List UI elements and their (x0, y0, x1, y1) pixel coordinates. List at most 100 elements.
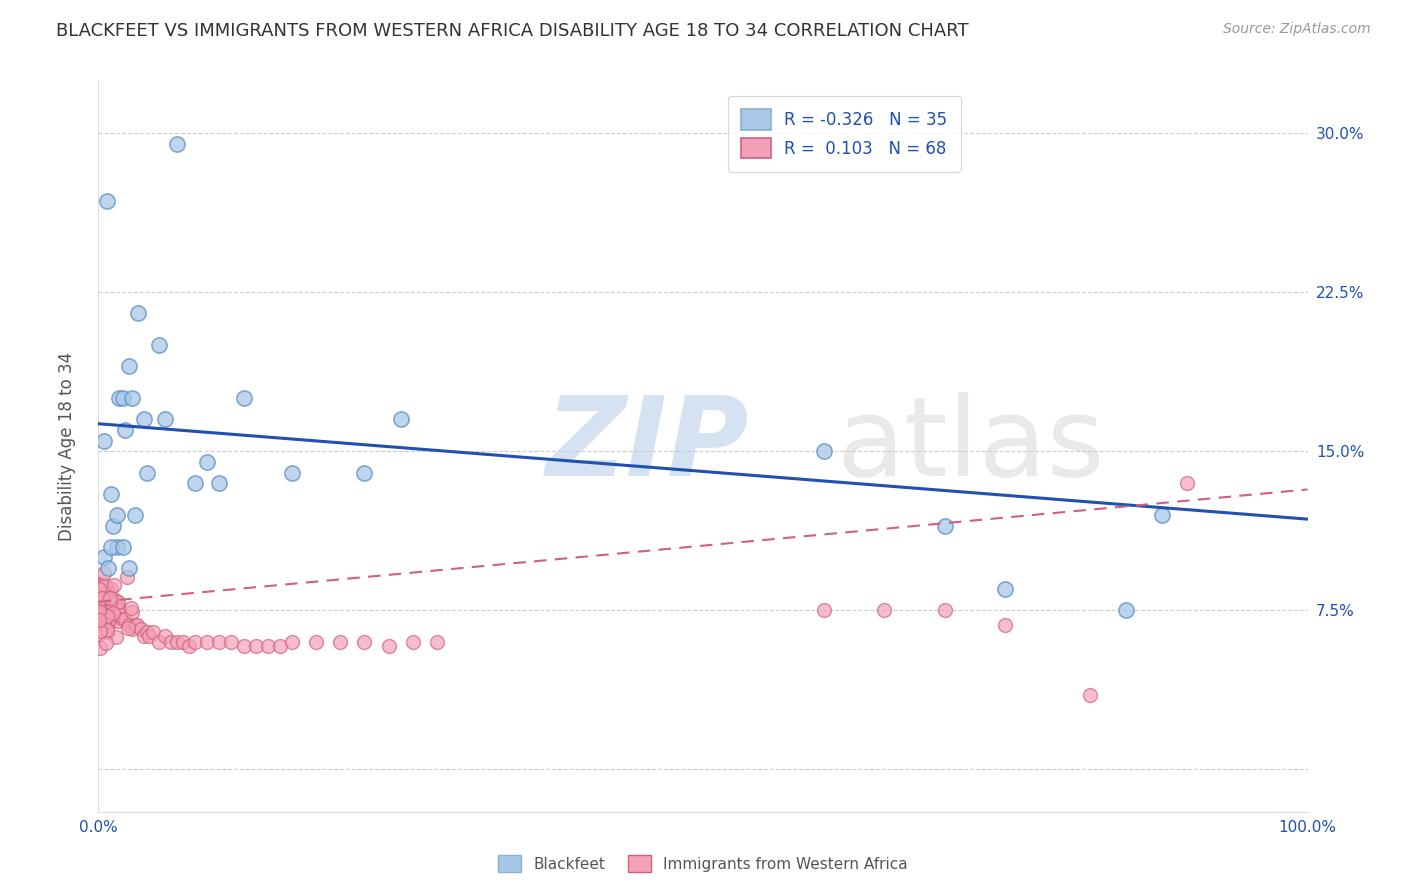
Text: atlas: atlas (837, 392, 1105, 500)
Point (96, 606, 118, 620)
Point (98, 591, 121, 606)
Point (105, 606, 128, 620)
Point (89, 608, 111, 623)
Point (103, 578, 125, 592)
Point (389, 412, 412, 426)
Point (107, 614, 129, 628)
Point (114, 612, 136, 626)
Point (426, 635, 449, 649)
Point (1115, 603, 1137, 617)
Point (97, 561, 120, 575)
Point (90, 607, 112, 622)
Point (135, 624, 157, 639)
Point (93, 616, 115, 631)
Point (98, 595, 121, 609)
Point (89, 613, 111, 627)
Point (96, 583, 118, 598)
Point (100, 601, 122, 615)
Point (91, 597, 114, 611)
Point (269, 640, 291, 654)
Point (148, 635, 170, 649)
Point (138, 629, 160, 643)
Point (1175, 476, 1198, 491)
Point (172, 635, 194, 649)
Point (111, 612, 134, 626)
Point (89, 586, 111, 600)
Point (96, 194, 118, 208)
Point (93, 614, 115, 628)
Point (110, 607, 132, 622)
Point (245, 640, 267, 654)
Point (89, 594, 111, 608)
Point (98, 601, 121, 615)
Point (208, 635, 231, 649)
Point (353, 635, 375, 649)
Point (195, 635, 218, 649)
Point (100, 607, 122, 622)
Point (108, 603, 131, 617)
Point (100, 612, 122, 626)
Point (124, 618, 146, 632)
Point (87, 601, 110, 615)
Point (221, 635, 243, 649)
Point (813, 444, 835, 458)
Point (94, 607, 117, 622)
Point (118, 618, 141, 632)
Point (96, 609, 118, 624)
Point (153, 629, 176, 643)
Point (160, 635, 183, 649)
Point (813, 603, 835, 617)
Point (105, 508, 128, 522)
Point (994, 582, 1017, 596)
Point (93, 592, 115, 607)
Point (104, 592, 127, 607)
Point (97, 607, 120, 622)
Point (281, 466, 304, 480)
Y-axis label: Disability Age 18 to 34: Disability Age 18 to 34 (58, 351, 76, 541)
Point (111, 540, 134, 554)
Point (153, 412, 176, 426)
Point (107, 595, 129, 609)
Point (184, 635, 207, 649)
Point (104, 603, 127, 617)
Point (91, 579, 114, 593)
Point (127, 618, 149, 632)
Legend: Blackfeet, Immigrants from Western Africa: Blackfeet, Immigrants from Western Afric… (491, 847, 915, 880)
Point (118, 561, 141, 575)
Point (873, 603, 896, 617)
Legend: R = -0.326   N = 35, R =  0.103   N = 68: R = -0.326 N = 35, R = 0.103 N = 68 (727, 96, 960, 171)
Point (934, 518, 956, 533)
Point (96, 624, 118, 639)
Point (1078, 688, 1101, 702)
Point (90, 591, 112, 606)
Point (93, 550, 115, 565)
Point (232, 392, 254, 406)
Point (103, 606, 125, 620)
Point (87, 627, 110, 641)
Point (179, 640, 201, 654)
Point (93, 589, 115, 603)
Point (166, 136, 188, 151)
Point (934, 603, 956, 617)
Point (94, 601, 117, 615)
Point (184, 476, 207, 491)
Point (121, 392, 143, 406)
Point (129, 623, 152, 637)
Point (93, 566, 115, 581)
Point (377, 640, 399, 654)
Point (232, 640, 254, 654)
Point (90, 592, 112, 607)
Point (329, 635, 352, 649)
Point (90, 577, 112, 591)
Point (96, 595, 118, 609)
Point (148, 338, 170, 352)
Point (281, 635, 304, 649)
Point (305, 635, 328, 649)
Point (120, 600, 142, 615)
Point (87, 582, 110, 596)
Point (101, 609, 124, 624)
Point (101, 518, 124, 533)
Point (104, 631, 127, 645)
Point (1152, 508, 1174, 522)
Point (208, 476, 231, 491)
